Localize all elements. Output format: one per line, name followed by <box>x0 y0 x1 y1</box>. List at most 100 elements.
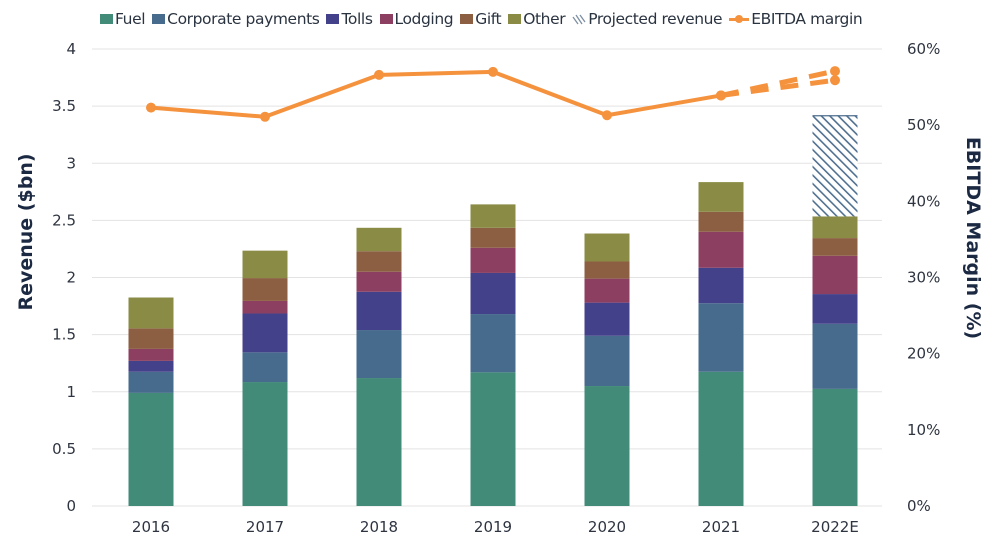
y-tick-label: 3.5 <box>52 97 76 115</box>
bar-lodging-2022e <box>812 255 858 295</box>
y-tick-label: 2.5 <box>52 211 76 229</box>
legend-swatch-fuel <box>100 14 113 24</box>
y-axis-ticks: 0 0.5 1 1.5 2 2.5 3 3.5 4 <box>52 40 76 515</box>
bar-tolls-2021 <box>698 267 744 304</box>
bar-other-2016 <box>128 297 174 329</box>
ebitda-point <box>602 110 612 121</box>
ebitda-lines <box>146 66 840 122</box>
legend-swatch-hatch <box>572 14 586 25</box>
x-tick-label: 2021 <box>702 518 740 536</box>
y-tick-label: 2 <box>66 269 76 287</box>
bars <box>128 115 858 506</box>
y2-tick-label: 40% <box>907 192 940 210</box>
bar-other-2017 <box>242 250 288 279</box>
y2-tick-label: 0% <box>907 497 931 515</box>
legend-item-fuel: Fuel <box>100 10 146 28</box>
bar-other-2020 <box>584 233 630 262</box>
y-axis-title: Revenue ($bn) <box>15 153 37 310</box>
bar-lodging-2021 <box>698 231 744 268</box>
bar-corporate-payments-2019 <box>470 314 516 373</box>
legend-label: Fuel <box>115 10 146 28</box>
bar-gift-2022e <box>812 238 858 256</box>
bar-tolls-2019 <box>470 272 516 315</box>
bar-lodging-2017 <box>242 300 288 314</box>
legend-item-other: Other <box>508 10 566 28</box>
ebitda-margin-line <box>150 69 722 119</box>
bar-fuel-2018 <box>356 378 402 506</box>
x-tick-label: 2016 <box>132 518 170 536</box>
y2-tick-label: 10% <box>907 421 940 439</box>
ebitda-point <box>146 102 156 113</box>
bar-gift-2016 <box>128 328 174 349</box>
bar-gift-2017 <box>242 278 288 301</box>
bar-lodging-2016 <box>128 348 174 361</box>
chart-legend: Fuel Corporate payments Tolls Lodging Gi… <box>100 8 863 30</box>
bar-fuel-2020 <box>584 386 630 506</box>
bar-gift-2019 <box>470 227 516 248</box>
legend-swatch-line <box>729 14 750 24</box>
bar-corporate-payments-2017 <box>242 352 288 383</box>
bar-lodging-2020 <box>584 278 630 303</box>
legend-item-lodging: Lodging <box>379 10 454 28</box>
ebitda-point <box>374 69 384 80</box>
legend-item-projected-revenue: Projected revenue <box>572 10 723 28</box>
x-tick-label: 2020 <box>588 518 626 536</box>
ebitda-projection-line <box>720 77 836 98</box>
ebitda-point <box>260 111 270 122</box>
y2-tick-label: 30% <box>907 269 940 287</box>
bar-fuel-2022e <box>812 388 858 506</box>
ebitda-projection-line <box>720 68 836 98</box>
legend-item-gift: Gift <box>460 10 502 28</box>
y2-tick-label: 50% <box>907 116 940 134</box>
legend-label: EBITDA margin <box>751 10 863 28</box>
bar-lodging-2019 <box>470 247 516 273</box>
bar-other-2018 <box>356 227 402 252</box>
bar-corporate-payments-2021 <box>698 303 744 372</box>
legend-label: Gift <box>475 10 502 28</box>
y2-axis-title: EBITDA Margin (%) <box>962 137 984 339</box>
bar-fuel-2016 <box>128 392 174 506</box>
bar-lodging-2018 <box>356 271 402 292</box>
bar-corporate-payments-2016 <box>128 371 174 393</box>
y-tick-label: 0.5 <box>52 440 76 458</box>
ebitda-point <box>716 90 726 101</box>
y2-tick-label: 20% <box>907 345 940 363</box>
bar-corporate-payments-2022e <box>812 323 858 389</box>
y-tick-label: 3 <box>66 154 76 172</box>
legend-swatch-other <box>508 14 522 24</box>
bar-gift-2018 <box>356 251 402 272</box>
bar-other-2019 <box>470 204 516 228</box>
y-tick-label: 0 <box>66 497 76 515</box>
x-axis-ticks: 2016 2017 2018 2019 2020 2021 2022E <box>132 518 859 536</box>
x-tick-label: 2017 <box>246 518 284 536</box>
ebitda-point <box>830 75 840 86</box>
legend-item-corporate-payments: Corporate payments <box>152 10 320 28</box>
y2-tick-label: 60% <box>907 40 940 58</box>
legend-label: Other <box>523 10 566 28</box>
bar-gift-2020 <box>584 261 630 279</box>
y-tick-label: 1.5 <box>52 326 76 344</box>
legend-swatch-lodging <box>379 14 393 24</box>
legend-item-ebitda-margin: EBITDA margin <box>729 10 863 28</box>
bar-corporate-payments-2018 <box>356 330 402 379</box>
ebitda-point <box>488 66 498 77</box>
y-tick-label: 4 <box>66 40 76 58</box>
legend-item-tolls: Tolls <box>326 10 373 28</box>
legend-label: Tolls <box>341 10 373 28</box>
bar-gift-2021 <box>698 211 744 232</box>
bar-tolls-2018 <box>356 291 402 331</box>
legend-label: Lodging <box>394 10 454 28</box>
legend-swatch-tolls <box>326 14 340 24</box>
bar-tolls-2016 <box>128 360 174 372</box>
x-tick-label: 2018 <box>360 518 398 536</box>
legend-swatch-corporate-payments <box>152 14 166 24</box>
bar-other-2021 <box>698 182 744 212</box>
bar-fuel-2019 <box>470 372 516 506</box>
bar-tolls-2017 <box>242 313 288 353</box>
y-tick-label: 1 <box>66 383 76 401</box>
ebitda-point <box>830 66 840 77</box>
bar-fuel-2017 <box>242 382 288 506</box>
bar-projected-revenue-2022e <box>812 115 858 217</box>
x-tick-label: 2022E <box>811 518 859 536</box>
